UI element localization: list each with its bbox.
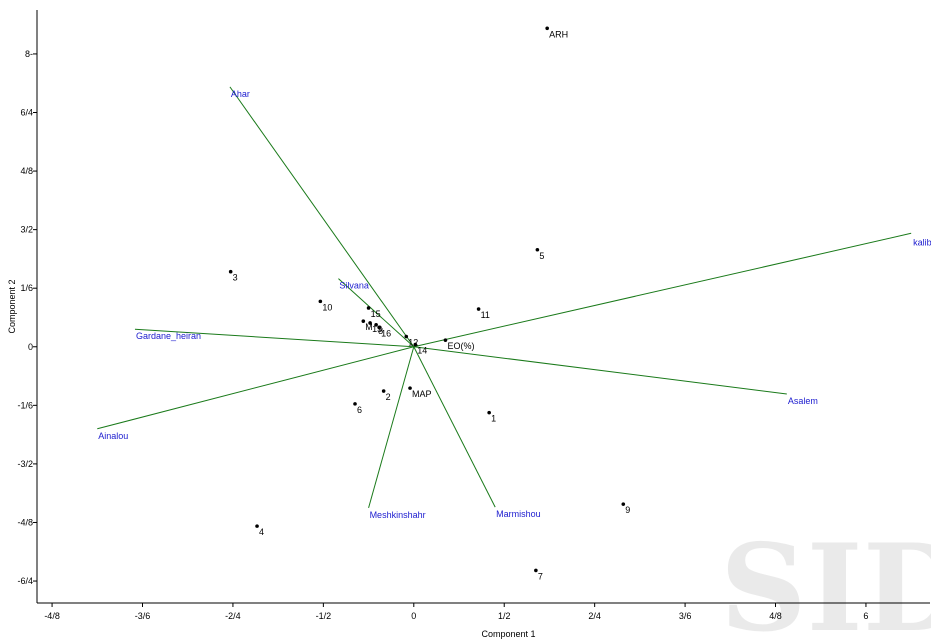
vector-ahar — [229, 86, 415, 348]
vector-label: kalibar — [913, 237, 931, 247]
score-point — [368, 321, 372, 325]
axes: -4/8 -3/6 -2/4 -1/2 0 1/2 2/4 3/6 4/8 6 -6/4 -4/8 -3… — [7, 10, 930, 639]
point-label: 16 — [381, 328, 391, 338]
score-point — [366, 306, 371, 310]
x-tick-label: 3/6 — [679, 611, 692, 621]
x-tick-label: 6 — [863, 611, 868, 621]
point-label: M — [365, 322, 373, 332]
vector-gardane-heiran — [134, 328, 414, 348]
vector-label: Silvana — [339, 281, 369, 291]
point-label: 6 — [357, 405, 362, 415]
y-tick-label: -1/6 — [17, 400, 33, 410]
score-point — [318, 299, 323, 304]
x-tick-label: -1/2 — [316, 611, 332, 621]
vector-label: Marmishou — [496, 509, 541, 519]
point-label: 1 — [491, 414, 496, 424]
watermark-text: SID — [720, 518, 931, 644]
point-label: 11 — [481, 310, 490, 320]
y-tick-label: -4/8 — [17, 517, 33, 527]
score-point — [413, 342, 418, 347]
vector-kalibar — [413, 232, 912, 348]
x-tick-label: 4/8 — [769, 611, 782, 621]
score-point — [443, 338, 448, 342]
vector-asalem — [413, 346, 787, 395]
score-point — [374, 323, 378, 327]
vector-ainalou — [97, 346, 414, 430]
vector-label: Asalem — [788, 396, 818, 406]
vector-label: Ainalou — [98, 431, 128, 441]
score-point — [404, 334, 409, 339]
point-label: 2 — [386, 392, 391, 402]
score-point — [621, 502, 626, 506]
y-axis-title: Component 2 — [7, 279, 17, 333]
score-point — [353, 402, 357, 406]
score-point — [377, 325, 381, 330]
x-tick-label: 2/4 — [588, 611, 601, 621]
vector-meshkinshahr — [368, 346, 415, 508]
watermark: SID — [720, 518, 931, 644]
y-tick-label: -3/2 — [17, 459, 33, 469]
point-label: 13 — [372, 324, 382, 334]
point-label: 5 — [539, 251, 544, 261]
point-label: 14 — [417, 346, 427, 356]
point-label: 9 — [625, 505, 630, 515]
y-tick-label: 4/8 — [20, 166, 33, 176]
point-label: 12 — [408, 338, 418, 348]
point-label: 3 — [233, 273, 238, 283]
point-label: 4 — [259, 527, 264, 537]
point-label: 10 — [322, 302, 332, 312]
score-point — [545, 26, 549, 31]
score-point — [535, 247, 540, 252]
y-tick-label: 1/6 — [20, 283, 33, 293]
vector-marmishou — [413, 346, 496, 508]
y-tick-label: 8- — [25, 49, 33, 59]
score-point — [381, 389, 386, 393]
score-point — [476, 307, 481, 311]
point-label: MAP — [412, 389, 432, 399]
point-label: 7 — [538, 571, 543, 581]
point-label: EO(%) — [447, 341, 474, 351]
score-point — [534, 568, 538, 573]
y-tick-label: 0 — [28, 342, 33, 352]
x-tick-label: -4/8 — [44, 611, 60, 621]
x-tick-label: 1/2 — [498, 611, 511, 621]
score-point — [408, 386, 412, 390]
point-label: 15 — [371, 309, 381, 319]
score-point — [361, 319, 366, 323]
point-label: ARH — [549, 29, 568, 39]
score-point — [255, 524, 259, 528]
x-tick-label: 0 — [411, 611, 416, 621]
vector-label: Gardane_heiran — [136, 331, 201, 341]
vector-label: Ahar — [231, 89, 250, 99]
y-tick-label: 3/2 — [20, 225, 33, 235]
vector-label: Meshkinshahr — [370, 510, 426, 520]
point-label: 8 — [378, 326, 383, 336]
loading-vectors: kalibar Ahar Silvana Gardane_heiran Ainalou A… — [97, 86, 931, 520]
score-point — [487, 410, 491, 415]
y-tick-label: 6/4 — [20, 107, 33, 117]
x-tick-label: -2/4 — [225, 611, 241, 621]
y-tick-label: -6/4 — [17, 576, 33, 586]
score-point — [228, 269, 233, 274]
vector-silvana — [338, 278, 415, 348]
x-axis-title: Component 1 — [481, 629, 535, 639]
x-tick-label: -3/6 — [135, 611, 151, 621]
